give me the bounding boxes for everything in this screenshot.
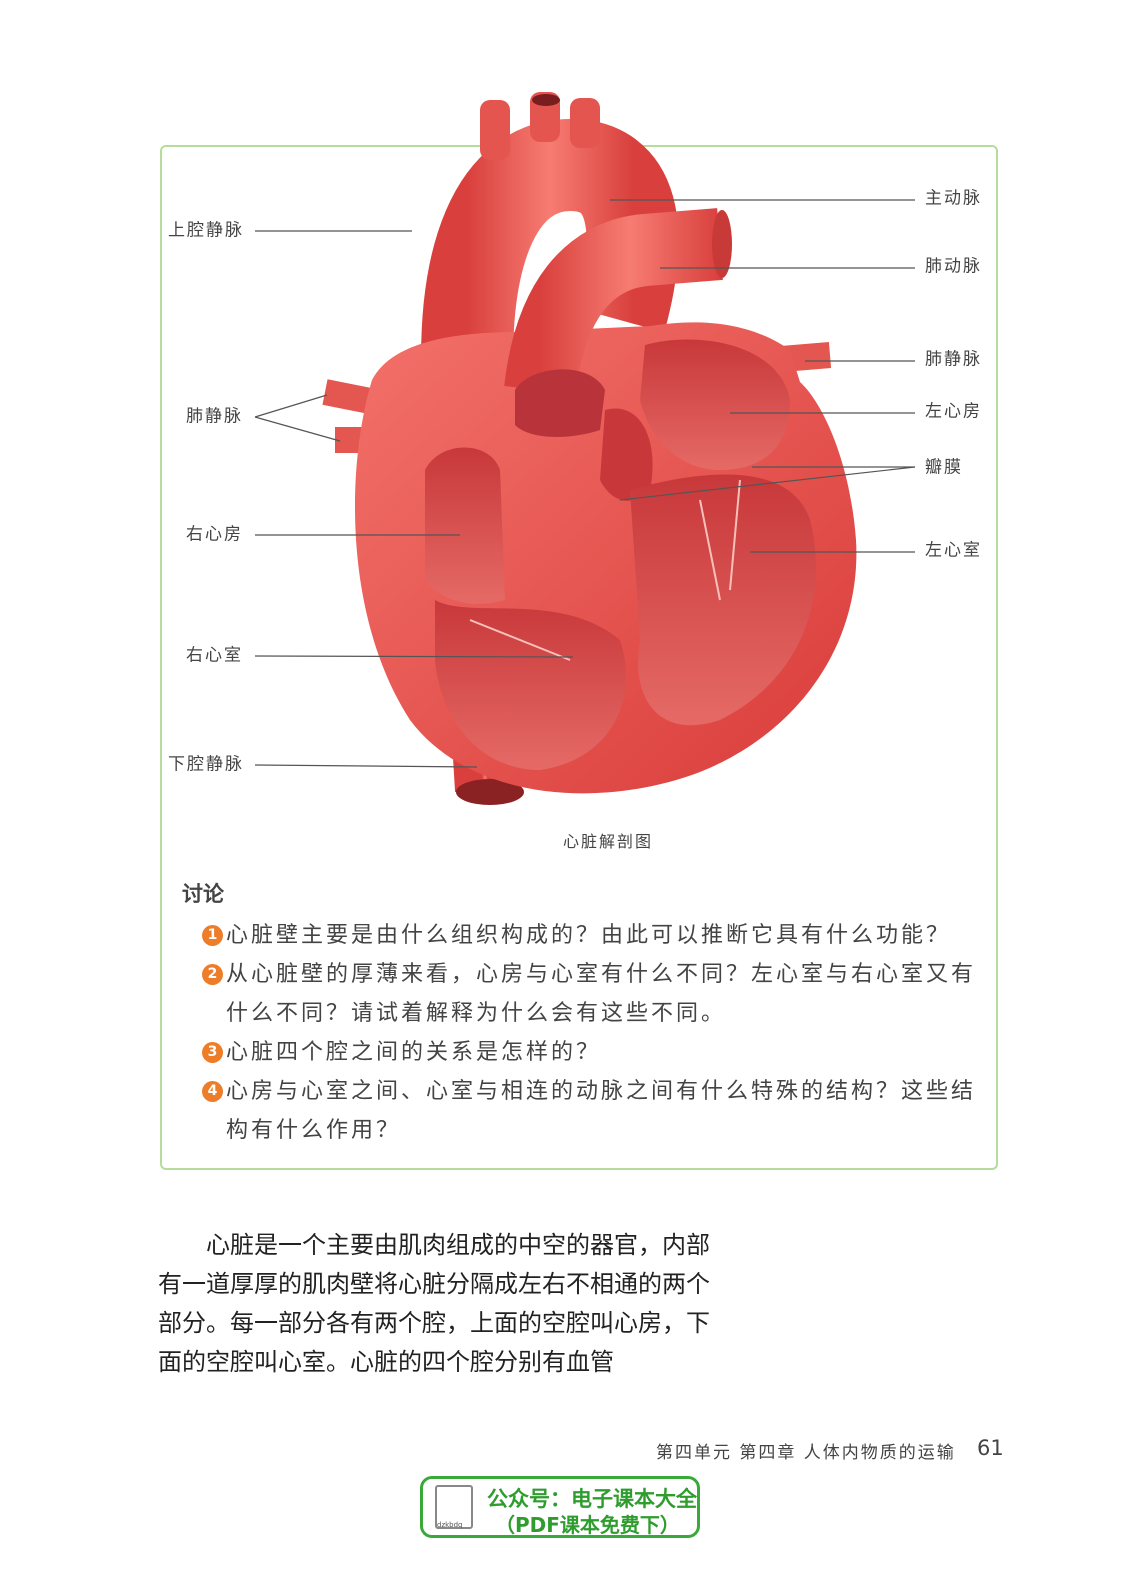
item-number: 1: [202, 925, 223, 946]
label: 肺静脉: [186, 407, 243, 427]
figure-caption: 心脏解剖图: [563, 832, 653, 851]
item-number: 2: [202, 964, 223, 985]
leader-line: [254, 394, 328, 418]
discussion: 讨论 1 心脏壁主要是由什么组织构成的？由此可以推断它具有什么功能？ 2 从心脏壁的厚…: [182, 878, 982, 1150]
right-ventricle: [435, 600, 627, 770]
label: 肺动脉: [925, 257, 982, 277]
label: 肺静脉: [925, 350, 982, 370]
discussion-title: 讨论: [182, 881, 224, 906]
item-number: 4: [202, 1081, 223, 1102]
label: 左心室: [925, 541, 982, 561]
label: 主动脉: [925, 189, 982, 209]
label: 右心房: [186, 525, 243, 545]
label: 瓣膜: [925, 458, 963, 478]
aortic-valve: [515, 369, 605, 437]
page-number: 61: [977, 1436, 1004, 1460]
vessel-opening: [456, 779, 524, 805]
heart-figure: 上腔静脉 肺静脉 右心房 右心室 下腔静脉 主动脉 肺动脉 肺静脉 左心房 瓣膜…: [168, 92, 982, 851]
left-atrium: [640, 339, 790, 470]
discussion-item: 3 心脏四个腔之间的关系是怎样的？: [182, 1033, 982, 1072]
pulmonary-artery: [504, 208, 723, 395]
discussion-item: 4 心房与心室之间、心室与相连的动脉之间有什么特殊的结构？这些结构有什么作用？: [182, 1072, 982, 1150]
badge-logo-text: dzkbdq: [437, 1521, 463, 1529]
right-atrium: [425, 447, 505, 604]
left-outflow: [600, 408, 653, 501]
aorta-branch: [480, 100, 510, 160]
item-text: 心房与心室之间、心室与相连的动脉之间有什么特殊的结构？这些结构有什么作用？: [226, 1079, 977, 1143]
item-number: 3: [202, 1042, 223, 1063]
leader-line: [254, 764, 478, 768]
left-ventricle: [630, 474, 816, 726]
footer-chapter: 第四单元 第四章 人体内物质的运输: [656, 1443, 956, 1463]
chordae: [469, 479, 741, 661]
vessel-opening: [712, 210, 732, 278]
label: 下腔静脉: [168, 755, 244, 775]
leader-line: [254, 416, 341, 442]
badge: dzkbdq 公众号：电子课本大全 （PDF课本免费下）: [420, 1476, 700, 1538]
leader-line: [619, 466, 916, 501]
item-text: 心脏四个腔之间的关系是怎样的？: [226, 1040, 602, 1065]
aorta-branch: [570, 98, 600, 148]
label: 左心房: [925, 402, 982, 422]
badge-line: （PDF课本免费下）: [495, 1513, 680, 1537]
badge-logo: dzkbdq: [435, 1485, 473, 1529]
label: 上腔静脉: [168, 221, 244, 241]
discussion-item: 2 从心脏壁的厚薄来看，心房与心室有什么不同？左心室与右心室又有什么不同？请试着解…: [182, 955, 982, 1033]
discussion-item: 1 心脏壁主要是由什么组织构成的？由此可以推断它具有什么功能？: [182, 916, 982, 955]
leader-lines: [254, 199, 916, 768]
item-text: 从心脏壁的厚薄来看，心房与心室有什么不同？左心室与右心室又有什么不同？请试着解释…: [226, 962, 977, 1026]
badge-line: 公众号：电子课本大全: [487, 1487, 697, 1511]
item-text: 心脏壁主要是由什么组织构成的？由此可以推断它具有什么功能？: [226, 923, 952, 948]
label: 右心室: [186, 646, 243, 666]
leader-line: [254, 655, 574, 658]
discussion-list: 1 心脏壁主要是由什么组织构成的？由此可以推断它具有什么功能？ 2 从心脏壁的厚薄来看…: [182, 916, 982, 1150]
body-paragraph: 心脏是一个主要由肌肉组成的中空的器官，内部有一道厚厚的肌肉壁将心脏分隔成左右不相…: [158, 1231, 710, 1376]
vessel-opening: [532, 94, 560, 106]
